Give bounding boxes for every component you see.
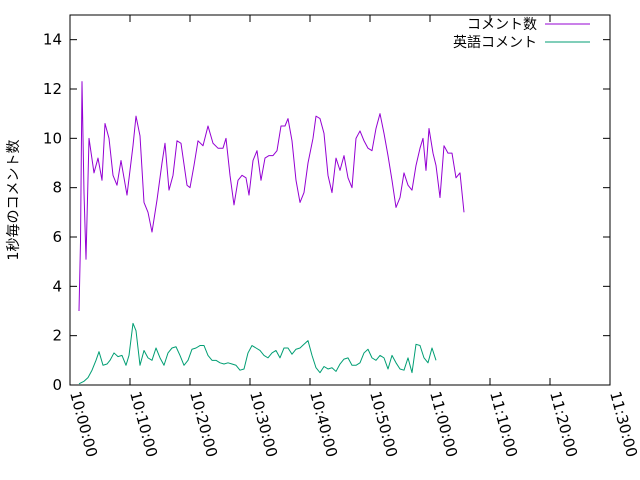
- series-layer: [78, 81, 465, 385]
- y-tick-label: 14: [43, 31, 62, 49]
- y-tick-label: 8: [52, 179, 62, 197]
- y-tick-label: 0: [52, 376, 62, 394]
- y-axis-label: 1秒毎のコメント数: [6, 140, 22, 261]
- y-axis: 0 2 4 6 8 10 12 14: [43, 31, 610, 394]
- y-tick-label: 6: [52, 228, 62, 246]
- series-line-2: [78, 322, 437, 385]
- y-tick-label: 4: [52, 277, 62, 295]
- y-tick-label: 12: [43, 80, 62, 98]
- legend-label-1: コメント数: [467, 17, 537, 33]
- plot-frame: [69, 14, 611, 386]
- y-tick-label: 10: [43, 129, 62, 147]
- legend-label-2: 英語コメント: [453, 34, 537, 51]
- y-tick-label: 2: [52, 327, 62, 345]
- series-line-1: [78, 81, 465, 312]
